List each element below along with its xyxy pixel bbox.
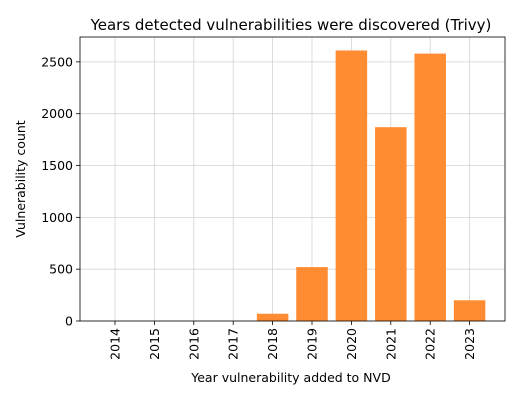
y-tick-label: 1500 [41,158,73,173]
bar-2023 [453,300,486,321]
x-tick-label: 2019 [305,328,320,360]
x-axis-label: Year vulnerability added to NVD [190,370,390,385]
chart-title: Years detected vulnerabilities were disc… [90,16,492,34]
bar-2019 [296,267,328,321]
x-tick-label: 2016 [186,328,201,360]
y-axis-label: Vulnerability count [13,120,28,238]
bar-2018 [256,313,289,321]
y-tick-label: 2000 [41,106,73,121]
x-tick-label: 2014 [108,328,123,360]
x-tick-label: 2017 [226,328,241,360]
x-tick-label: 2018 [265,328,280,360]
plot-frame [79,36,506,322]
bar-2021 [375,127,407,321]
x-tick-label: 2015 [147,328,162,360]
bar-2020 [335,50,368,321]
y-tick-label: 1000 [41,210,73,225]
x-axis: 2014 2015 2016 2017 2018 2019 2020 2021 2022 2023 [108,321,477,360]
bars [256,50,486,321]
x-tick-label: 2020 [344,328,359,360]
y-tick-label: 2500 [41,54,73,69]
bar-2022 [414,53,446,321]
x-tick-label: 2021 [383,328,398,360]
x-tick-label: 2023 [462,328,477,360]
x-tick-label: 2022 [423,328,438,360]
y-axis: 0 500 1000 1500 2000 2500 [41,54,80,329]
y-tick-label: 500 [49,262,73,277]
y-tick-label: 0 [65,314,73,329]
